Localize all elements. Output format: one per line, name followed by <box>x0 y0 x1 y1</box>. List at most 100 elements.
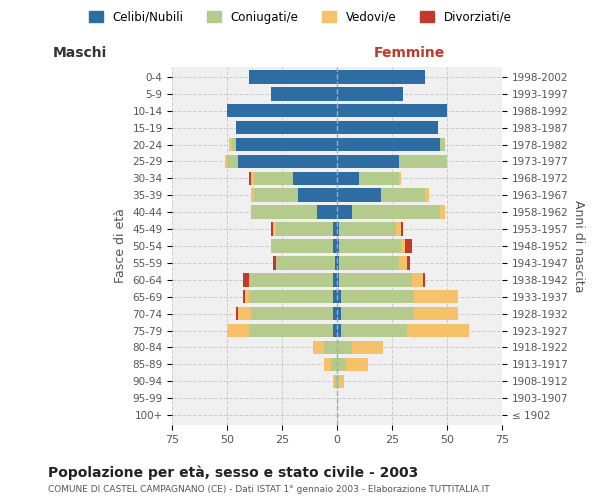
Bar <box>251 172 254 185</box>
Bar <box>339 273 412 286</box>
Bar <box>249 172 251 185</box>
Bar <box>339 256 398 270</box>
Bar <box>337 138 440 151</box>
Bar <box>407 256 410 270</box>
Bar <box>332 324 337 338</box>
Bar <box>414 290 458 304</box>
Bar <box>271 222 274 236</box>
Bar <box>440 206 445 219</box>
Bar <box>341 290 414 304</box>
Bar <box>381 188 425 202</box>
Bar <box>412 273 423 286</box>
Bar <box>337 87 403 101</box>
Bar <box>236 121 337 134</box>
Bar <box>293 172 337 185</box>
Bar <box>249 324 332 338</box>
Bar <box>339 222 397 236</box>
Bar <box>398 256 407 270</box>
Bar <box>313 340 324 354</box>
Bar <box>337 206 352 219</box>
Bar <box>227 154 238 168</box>
Bar <box>337 104 447 118</box>
Bar <box>331 358 337 371</box>
Y-axis label: Fasce di età: Fasce di età <box>114 208 127 284</box>
Bar <box>229 138 232 151</box>
Bar <box>337 273 339 286</box>
Bar <box>254 188 298 202</box>
Bar <box>236 138 337 151</box>
Bar <box>407 324 469 338</box>
Bar <box>337 172 359 185</box>
Bar <box>275 256 335 270</box>
Legend: Celibi/Nubili, Coniugati/e, Vedovi/e, Divorziati/e: Celibi/Nubili, Coniugati/e, Vedovi/e, Di… <box>84 6 516 28</box>
Text: Femmine: Femmine <box>374 46 445 60</box>
Bar <box>397 222 401 236</box>
Bar <box>227 104 337 118</box>
Bar <box>337 340 352 354</box>
Bar <box>332 239 337 253</box>
Bar <box>335 374 337 388</box>
Bar <box>337 222 339 236</box>
Bar <box>346 358 368 371</box>
Bar <box>251 206 317 219</box>
Bar <box>232 138 236 151</box>
Text: COMUNE DI CASTEL CAMPAGNANO (CE) - Dati ISTAT 1° gennaio 2003 - Elaborazione TUT: COMUNE DI CASTEL CAMPAGNANO (CE) - Dati … <box>48 486 490 494</box>
Bar <box>398 172 401 185</box>
Bar <box>275 222 332 236</box>
Bar <box>440 138 445 151</box>
Bar <box>352 340 383 354</box>
Bar <box>423 273 425 286</box>
Bar <box>242 273 249 286</box>
Bar <box>317 206 337 219</box>
Bar <box>337 358 346 371</box>
Bar <box>242 290 245 304</box>
Bar <box>332 374 335 388</box>
Bar <box>405 239 412 253</box>
Bar <box>337 239 339 253</box>
Bar <box>249 290 332 304</box>
Bar <box>341 324 407 338</box>
Bar <box>274 256 275 270</box>
Bar <box>337 154 398 168</box>
Bar <box>359 172 398 185</box>
Bar <box>425 188 430 202</box>
Bar <box>227 324 249 338</box>
Bar <box>249 273 332 286</box>
Bar <box>337 188 381 202</box>
Bar <box>339 239 401 253</box>
Text: Popolazione per età, sesso e stato civile - 2003: Popolazione per età, sesso e stato civil… <box>48 466 418 480</box>
Bar <box>335 256 337 270</box>
Bar <box>251 307 332 320</box>
Bar <box>324 358 331 371</box>
Bar <box>271 239 332 253</box>
Bar <box>225 154 227 168</box>
Bar <box>254 172 293 185</box>
Bar <box>337 307 341 320</box>
Bar <box>414 307 458 320</box>
Bar <box>337 324 341 338</box>
Bar <box>274 222 275 236</box>
Bar <box>401 222 403 236</box>
Bar <box>401 239 405 253</box>
Bar <box>341 307 414 320</box>
Bar <box>337 121 438 134</box>
Bar <box>271 87 337 101</box>
Bar <box>332 307 337 320</box>
Bar <box>339 374 344 388</box>
Bar <box>251 188 254 202</box>
Bar <box>249 70 337 84</box>
Bar <box>337 70 425 84</box>
Y-axis label: Anni di nascita: Anni di nascita <box>572 200 585 292</box>
Bar <box>238 154 337 168</box>
Bar <box>332 290 337 304</box>
Bar <box>398 154 447 168</box>
Bar <box>337 256 339 270</box>
Bar <box>298 188 337 202</box>
Bar <box>337 374 339 388</box>
Bar <box>236 307 238 320</box>
Text: Maschi: Maschi <box>53 46 107 60</box>
Bar <box>332 222 337 236</box>
Bar <box>352 206 440 219</box>
Bar <box>337 290 341 304</box>
Bar <box>324 340 337 354</box>
